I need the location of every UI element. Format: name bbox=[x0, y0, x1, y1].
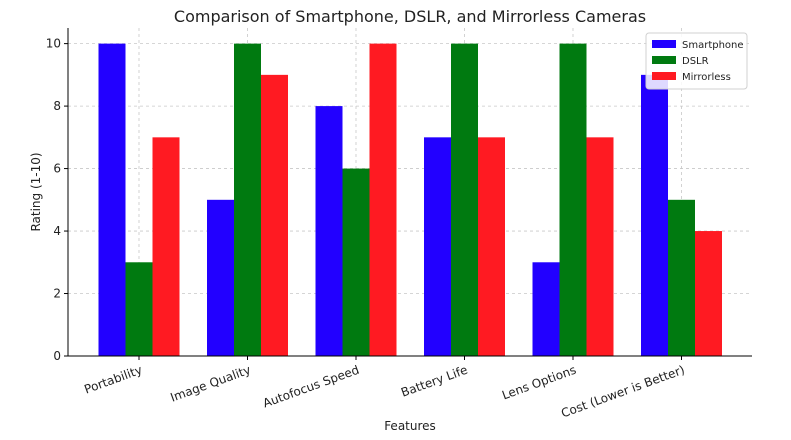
bars bbox=[98, 43, 722, 356]
bar-mirrorless bbox=[695, 231, 722, 356]
bar-dslr bbox=[559, 43, 587, 356]
y-tick-label: 0 bbox=[53, 349, 61, 363]
y-tick-label: 2 bbox=[53, 287, 61, 301]
axes bbox=[64, 28, 752, 360]
bar-dslr bbox=[451, 43, 478, 356]
bar-smartphone bbox=[207, 199, 234, 356]
x-tick-label: Autofocus Speed bbox=[261, 363, 361, 411]
bar-mirrorless bbox=[586, 137, 614, 356]
bar-dslr bbox=[125, 262, 153, 356]
legend-swatch-smartphone bbox=[652, 40, 676, 48]
bar-dslr bbox=[234, 43, 261, 356]
x-tick-label: Lens Options bbox=[500, 363, 578, 403]
bar-mirrorless bbox=[261, 74, 288, 356]
bar-smartphone bbox=[98, 43, 126, 356]
x-tick-label: Battery Life bbox=[399, 363, 469, 400]
bar-smartphone bbox=[532, 262, 560, 356]
legend: Smartphone DSLR Mirrorless bbox=[645, 32, 748, 90]
bar-smartphone bbox=[315, 106, 343, 356]
chart-title: Comparison of Smartphone, DSLR, and Mirr… bbox=[174, 7, 646, 26]
y-tick-label: 6 bbox=[53, 162, 61, 176]
legend-label-mirrorless: Mirrorless bbox=[682, 72, 731, 83]
x-tick-label: Image Quality bbox=[169, 363, 253, 405]
bar-mirrorless bbox=[369, 43, 397, 356]
bar-dslr bbox=[342, 168, 370, 356]
x-tick-label: Cost (Lower is Better) bbox=[559, 363, 686, 421]
y-tick-label: 8 bbox=[53, 99, 61, 113]
bar-smartphone bbox=[641, 74, 668, 356]
x-tick-label: Portability bbox=[82, 363, 144, 397]
y-tick-label: 10 bbox=[46, 37, 61, 51]
bar-smartphone bbox=[424, 137, 451, 356]
y-tick-label: 4 bbox=[53, 224, 61, 238]
bar-mirrorless bbox=[152, 137, 180, 356]
legend-label-smartphone: Smartphone bbox=[682, 40, 744, 51]
legend-swatch-mirrorless bbox=[652, 72, 676, 80]
legend-label-dslr: DSLR bbox=[682, 56, 709, 67]
bar-dslr bbox=[668, 199, 695, 356]
x-axis-label: Features bbox=[384, 419, 436, 433]
bar-mirrorless bbox=[478, 137, 505, 356]
legend-swatch-dslr bbox=[652, 56, 676, 64]
y-axis-label: Rating (1-10) bbox=[29, 152, 43, 231]
